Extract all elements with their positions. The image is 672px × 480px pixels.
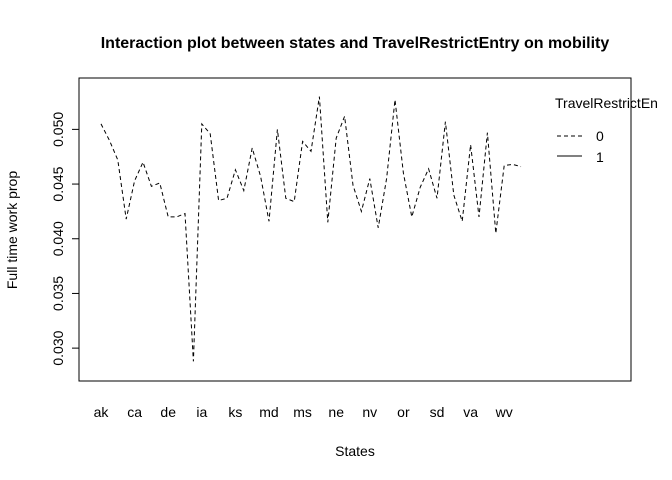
x-tick-label: nv bbox=[362, 404, 377, 420]
x-tick-label: ia bbox=[196, 404, 207, 420]
y-tick-label: 0.030 bbox=[50, 330, 66, 365]
series-line-0 bbox=[100, 96, 522, 362]
series-layer bbox=[100, 96, 522, 362]
x-tick-label: ne bbox=[328, 404, 344, 420]
x-tick-label: sd bbox=[430, 404, 445, 420]
x-tick-label: va bbox=[463, 404, 478, 420]
y-tick-label: 0.045 bbox=[50, 166, 66, 201]
y-tick-label: 0.050 bbox=[50, 112, 66, 147]
x-tick-label: md bbox=[259, 404, 278, 420]
y-tick-label: 0.040 bbox=[50, 221, 66, 256]
x-tick-label: ak bbox=[94, 404, 110, 420]
x-tick-label: wv bbox=[495, 404, 513, 420]
legend: TravelRestrictEn 0 1 bbox=[555, 95, 658, 165]
y-tick-label: 0.035 bbox=[50, 276, 66, 311]
x-axis: ak ca de ia ks md ms ne nv or sd va wv bbox=[94, 404, 513, 420]
legend-label-1: 1 bbox=[596, 149, 604, 165]
x-tick-label: de bbox=[160, 404, 176, 420]
x-tick-label: ks bbox=[228, 404, 242, 420]
y-axis-label: Full time work prop bbox=[4, 171, 20, 289]
chart-title: Interaction plot between states and Trav… bbox=[101, 35, 610, 52]
x-tick-label: ms bbox=[293, 404, 312, 420]
y-axis: 0.030 0.035 0.040 0.045 0.050 bbox=[50, 112, 80, 366]
legend-label-0: 0 bbox=[596, 128, 604, 144]
x-tick-label: ca bbox=[127, 404, 142, 420]
x-axis-label: States bbox=[335, 443, 375, 459]
legend-title: TravelRestrictEn bbox=[555, 95, 658, 111]
x-tick-label: or bbox=[397, 404, 410, 420]
